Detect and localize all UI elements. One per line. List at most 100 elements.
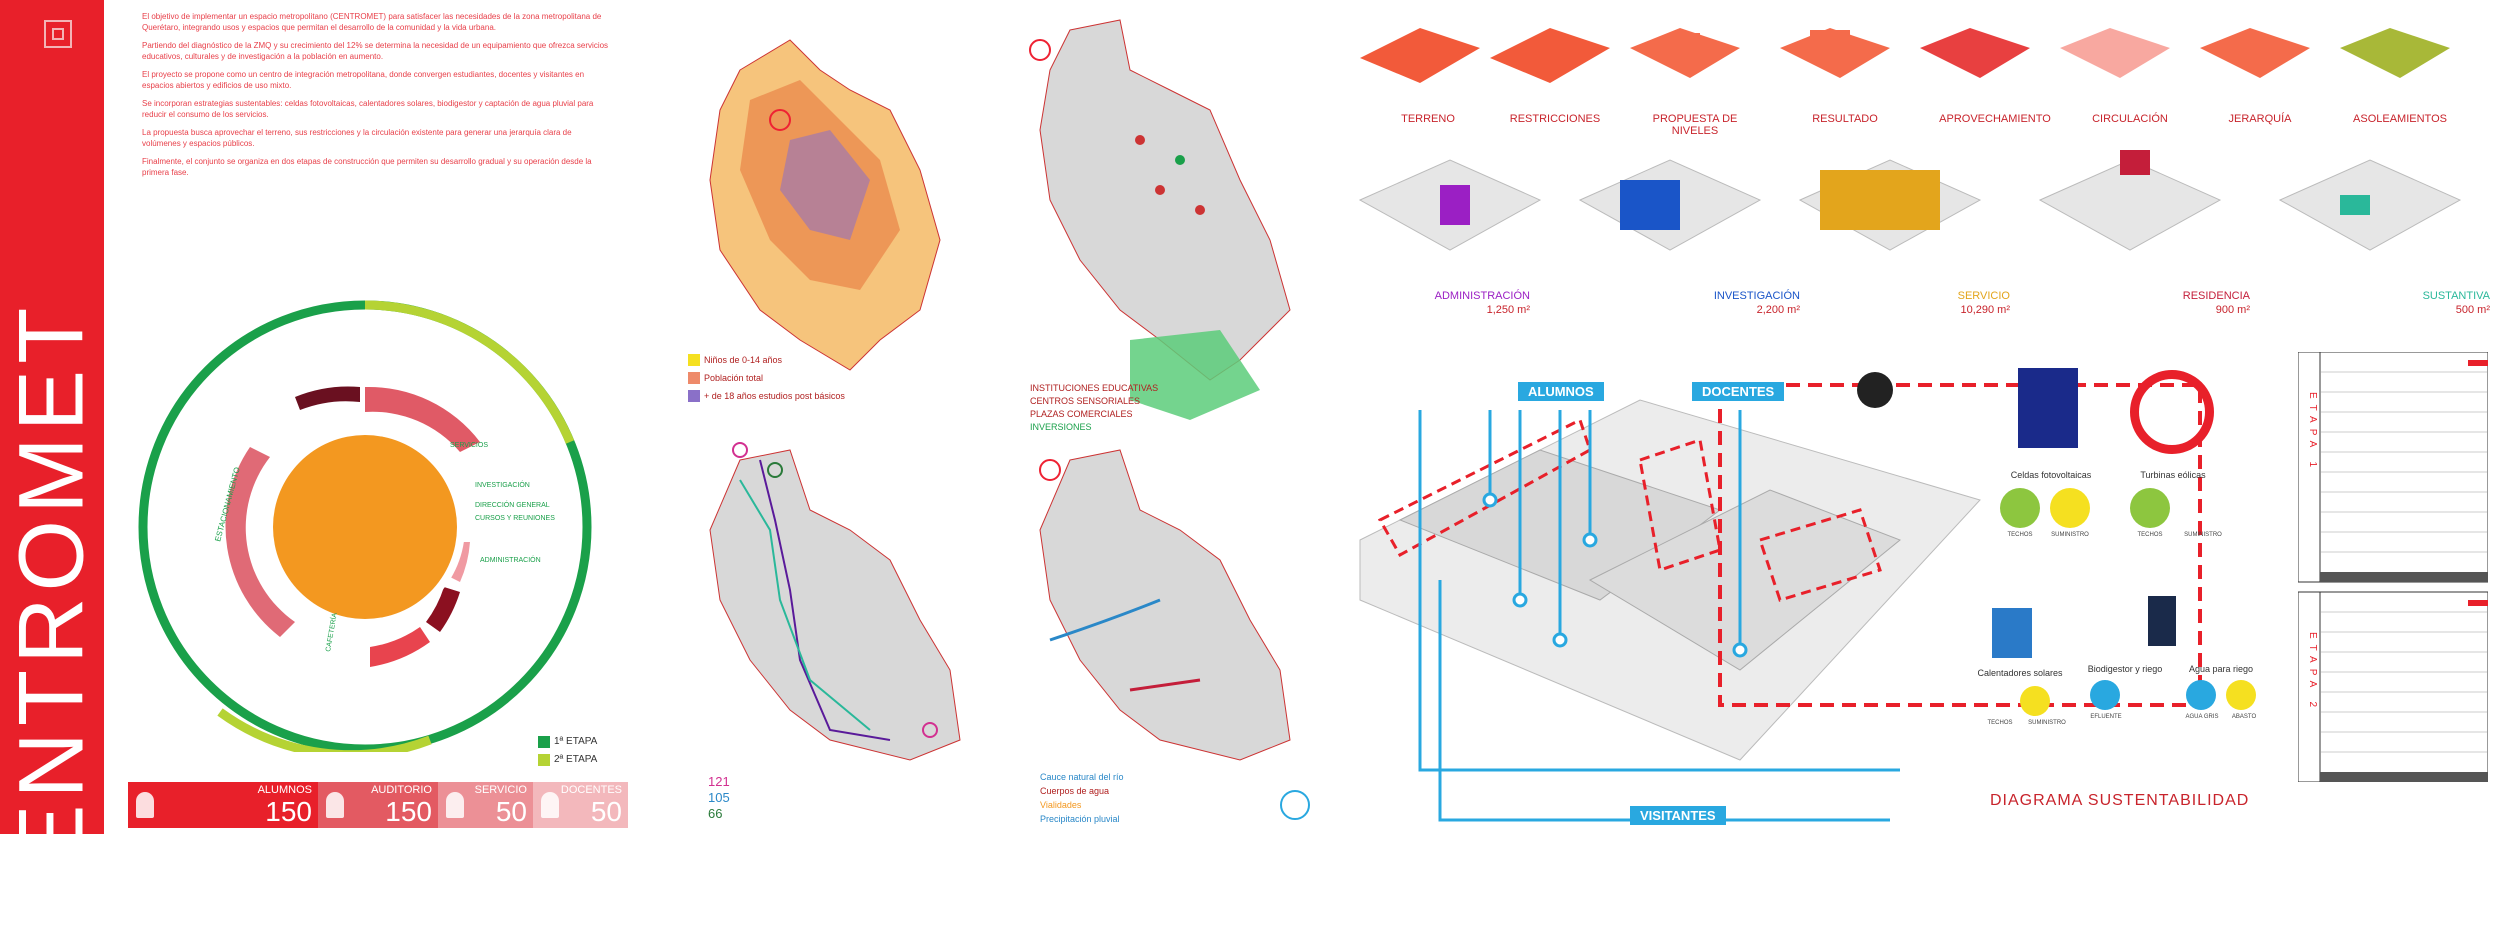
- circulation-tag-alumnos: ALUMNOS: [1518, 382, 1604, 401]
- biodigester-icon: [2148, 596, 2176, 646]
- map-legend-item: CENTROS SENSORIALES: [1030, 396, 1141, 406]
- sust-item-name: Celdas fotovoltaicas: [2010, 470, 2092, 480]
- map-legend-item: + de 18 años estudios post básicos: [704, 391, 845, 401]
- paragraph: El objetivo de implementar un espacio me…: [142, 12, 602, 32]
- building-area: 1,250 m²: [1486, 304, 1530, 316]
- map-legend-item: INSTITUCIONES EDUCATIVAS: [1030, 383, 1159, 393]
- step-label: TERRENO: [1401, 113, 1455, 125]
- paragraph: La propuesta busca aprovechar el terreno…: [142, 128, 572, 148]
- legend-swatch: [538, 754, 550, 766]
- stat-servicio: SERVICIO 50: [438, 782, 533, 828]
- step-label: APROVECHAMIENTO: [1939, 113, 2051, 125]
- radial-label: CURSOS Y REUNIONES: [475, 515, 555, 522]
- stat-docentes: DOCENTES 50: [533, 782, 628, 828]
- sust-item-name: Agua para riego: [2188, 664, 2254, 674]
- paragraph: Finalmente, el conjunto se organiza en d…: [142, 157, 592, 177]
- radial-label: ADMINISTRACIÓN: [480, 555, 541, 564]
- building-area: 500 m²: [2455, 304, 2490, 316]
- sustainability-title: DIAGRAMA SUSTENTABILIDAD: [1990, 792, 2250, 809]
- no-wind-turbine-icon: [2130, 370, 2214, 454]
- person-icon: [541, 792, 559, 818]
- legend-label: 1ª ETAPA: [554, 736, 598, 747]
- north-icon: [1280, 790, 1310, 820]
- sust-circle: [2090, 680, 2120, 710]
- sidebar-banner: CENTROMET: [0, 0, 104, 938]
- legend-swatch: [538, 736, 550, 748]
- legend-label: 2ª ETAPA: [554, 754, 598, 765]
- map-legend-item: PLAZAS COMERCIALES: [1030, 409, 1133, 419]
- sust-label: TECHOS: [1987, 720, 2013, 726]
- person-icon: [136, 792, 154, 818]
- paragraph: Se incorporan estrategias sustentables: …: [142, 99, 594, 119]
- stat-auditorio: AUDITORIO 150: [318, 782, 438, 828]
- sustainability-axonometric: [1359, 372, 2202, 822]
- map-legend-item: 121: [708, 774, 730, 789]
- stat-label: AUDITORIO: [371, 784, 432, 796]
- step-label: ASOLEAMIENTOS: [2353, 113, 2447, 125]
- stat-label: SERVICIO: [474, 784, 527, 796]
- sust-label: SUMINISTRO: [2028, 720, 2066, 726]
- sust-circle: [2226, 680, 2256, 710]
- step-label: RESULTADO: [1812, 113, 1878, 125]
- radial-label: SERVICIOS: [450, 442, 488, 449]
- logo-icon: [44, 20, 72, 48]
- sust-label: SUMINISTRO: [2184, 532, 2222, 538]
- stages-table-grid: [2297, 351, 2489, 783]
- map-legend-item: Población total: [704, 373, 764, 383]
- intro-text: El objetivo de implementar un espacio me…: [142, 12, 612, 186]
- map-legend-item: Cuerpos de agua: [1040, 786, 1110, 796]
- stages-table: ETAPA 1 ETAPA 2: [2297, 351, 2489, 783]
- project-title: CENTROMET: [0, 301, 103, 938]
- sust-circle: [2186, 680, 2216, 710]
- sust-label: EFLUENTE: [2090, 714, 2122, 720]
- building-name: ADMINISTRACIÓN: [1434, 290, 1530, 302]
- map-legend-item: INVERSIONES: [1030, 422, 1092, 432]
- person-icon: [446, 792, 464, 818]
- step-label: CIRCULACIÓN: [2092, 113, 2168, 125]
- solar-panel-icon: [2018, 368, 2078, 448]
- sust-label: SUMINISTRO: [2051, 532, 2089, 538]
- building-name: RESIDENCIA: [2182, 290, 2250, 302]
- sust-label: TECHOS: [2137, 532, 2163, 538]
- sust-circle: [2130, 488, 2170, 528]
- legend-swatch: [688, 354, 700, 366]
- step-label: JERARQUÍA: [2228, 113, 2292, 125]
- sust-label: TECHOS: [2007, 532, 2033, 538]
- building-area: 2,200 m²: [1756, 304, 1800, 316]
- stat-value: 150: [265, 796, 312, 827]
- building-area: 10,290 m²: [1960, 304, 2010, 316]
- sust-item-name: Turbinas eólicas: [2140, 470, 2206, 480]
- building-name: INVESTIGACIÓN: [1713, 290, 1800, 302]
- circulation-tag-visitantes: VISITANTES: [1630, 806, 1726, 825]
- map-equipment: [1029, 19, 1291, 420]
- map-hydrology: [1039, 449, 1291, 761]
- map-transport: [709, 442, 961, 761]
- process-step-icons: [1360, 28, 2450, 83]
- map-legend-item: Vialidades: [1040, 800, 1082, 810]
- sust-circle: [2000, 488, 2040, 528]
- solar-heater-icon: [1992, 608, 2032, 658]
- sust-circle: [2020, 686, 2050, 716]
- sust-item-name: Calentadores solares: [1977, 668, 2063, 678]
- paragraph: Partiendo del diagnóstico de la ZMQ y su…: [142, 41, 609, 61]
- paragraph: El proyecto se propone como un centro de…: [142, 70, 585, 90]
- legend-swatch: [688, 390, 700, 402]
- map-legend-item: Precipitación pluvial: [1040, 814, 1120, 824]
- radial-program-diagram: ESTACIONAMIENTO INVESTIGACIÓN DIRECCIÓN …: [138, 300, 592, 752]
- map-population: [709, 39, 941, 371]
- stat-value: 50: [495, 796, 527, 827]
- radial-label: DIRECCIÓN GENERAL: [475, 500, 550, 509]
- circulation-tag-docentes: DOCENTES: [1692, 382, 1785, 401]
- map-legend-item: 105: [708, 790, 730, 805]
- stat-label: ALUMNOS: [257, 784, 312, 796]
- building-programs: [1358, 150, 2462, 251]
- sust-label: AGUA GRIS: [2185, 714, 2219, 720]
- radial-label: INVESTIGACIÓN: [475, 480, 530, 489]
- stage-label: ETAPA 1: [2307, 392, 2318, 474]
- map-legend-item: 66: [708, 806, 723, 821]
- stat-value: 150: [385, 796, 432, 827]
- stat-alumnos: ALUMNOS 150: [128, 782, 318, 828]
- stats-bar: ALUMNOS 150 AUDITORIO 150 SERVICIO 50 DO…: [128, 782, 628, 828]
- legend-swatch: [688, 372, 700, 384]
- building-name: SERVICIO: [1957, 290, 2010, 302]
